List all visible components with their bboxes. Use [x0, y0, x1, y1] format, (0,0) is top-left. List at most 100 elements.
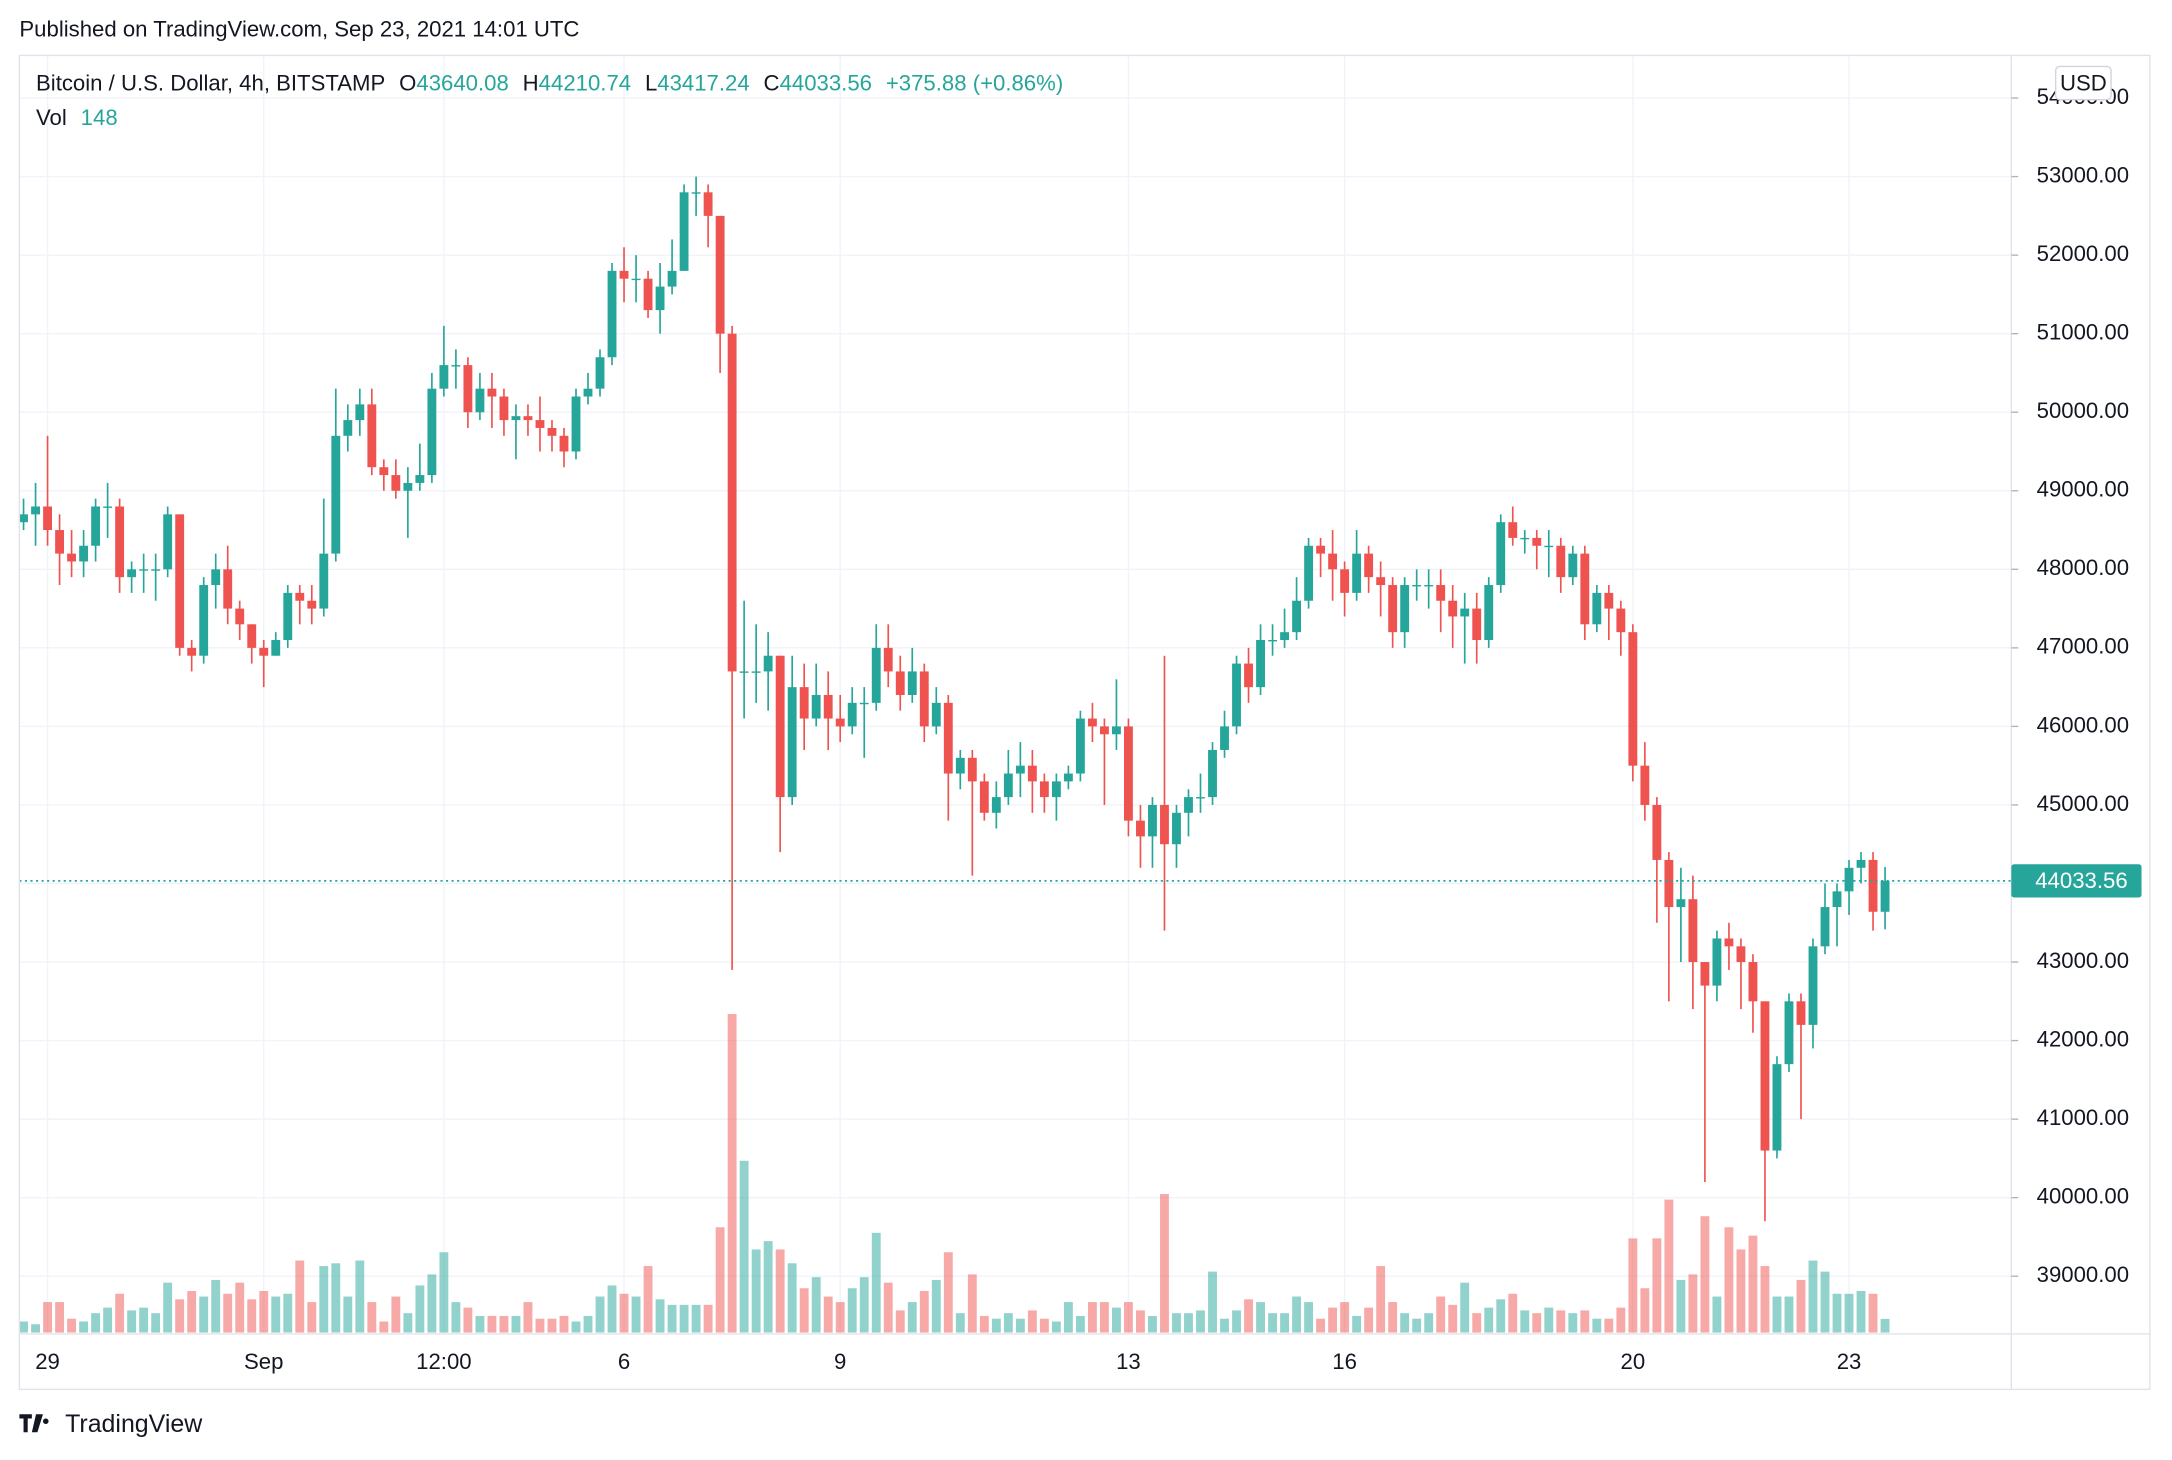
volume-bar: [703, 1304, 713, 1333]
volume-bar: [1712, 1296, 1722, 1333]
candle-body: [403, 482, 413, 491]
volume-bar: [547, 1318, 557, 1333]
candle-body: [235, 608, 245, 625]
x-tick-label: 16: [1332, 1349, 1357, 1374]
candle-body: [775, 655, 785, 798]
candle-body: [523, 416, 533, 421]
candle-body: [1604, 592, 1614, 609]
candle-body: [655, 286, 665, 311]
volume-bar: [115, 1293, 125, 1333]
volume-bar: [1628, 1238, 1638, 1333]
volume-bar: [1580, 1310, 1590, 1333]
candle-body: [91, 506, 101, 546]
x-tick-label: 20: [1621, 1349, 1646, 1374]
volume-bar: [667, 1304, 677, 1333]
candle-body: [907, 671, 917, 695]
volume-bar: [1700, 1216, 1710, 1333]
candle-body: [1352, 553, 1362, 593]
candle-body: [991, 797, 1001, 813]
volume-bar: [499, 1315, 509, 1333]
volume-bar: [907, 1302, 917, 1333]
volume-bar: [523, 1302, 533, 1333]
volume-bar: [1436, 1296, 1446, 1333]
volume-bar: [1304, 1302, 1314, 1333]
close-label: C: [764, 70, 780, 95]
volume-bar: [1412, 1318, 1422, 1333]
candle-body: [1772, 1064, 1782, 1151]
currency: USD: [2060, 70, 2107, 95]
candle-body: [1712, 938, 1722, 986]
candle-body: [1087, 718, 1097, 727]
candle-body: [1400, 585, 1410, 633]
volume-label: Vol: [36, 105, 67, 130]
volume-bar: [883, 1282, 893, 1333]
candle-body: [1328, 553, 1338, 570]
volume-bar: [751, 1249, 761, 1333]
candle-body: [487, 388, 497, 397]
volume-bar: [1664, 1199, 1674, 1333]
candle-body: [1051, 781, 1061, 798]
volume-bar: [1136, 1310, 1145, 1333]
volume-bar: [1772, 1296, 1782, 1333]
candle-body: [1292, 600, 1302, 633]
volume-bar: [79, 1321, 89, 1333]
candle-body: [1820, 907, 1830, 947]
volume-bar: [1015, 1318, 1025, 1333]
volume-bar: [247, 1299, 257, 1333]
volume-bar: [1796, 1279, 1806, 1333]
volume-bar: [643, 1266, 653, 1333]
candle-body: [1388, 585, 1398, 633]
candle-body: [931, 702, 941, 727]
volume-bar: [1268, 1313, 1277, 1333]
volume-bar: [1364, 1307, 1374, 1333]
candle-body: [175, 514, 185, 648]
volume-bar: [559, 1315, 569, 1333]
candle-body: [19, 514, 28, 523]
candle-body: [919, 671, 929, 727]
volume-bar: [619, 1293, 629, 1333]
volume-bar: [859, 1277, 869, 1333]
volume-bar: [1124, 1302, 1133, 1333]
volume-bar: [211, 1279, 221, 1333]
candle-body: [1484, 585, 1494, 641]
volume-bar: [259, 1291, 269, 1333]
candle-body: [1580, 553, 1590, 625]
candle-body: [1832, 891, 1842, 908]
volume-value: 148: [81, 105, 118, 130]
volume-bar: [1220, 1318, 1229, 1333]
volume-bar: [1112, 1307, 1121, 1333]
candle-body: [1244, 663, 1253, 688]
volume-bar: [1099, 1302, 1109, 1333]
candle-body: [427, 388, 437, 476]
candle-body: [271, 640, 281, 656]
volume-bar: [403, 1313, 413, 1333]
volume-bar: [475, 1315, 485, 1333]
candle-body: [967, 757, 977, 782]
volume-bar: [163, 1282, 173, 1333]
volume-bar: [199, 1296, 209, 1333]
candle-body: [1316, 545, 1326, 554]
volume-bar: [1820, 1271, 1830, 1333]
candle-body: [1472, 608, 1482, 641]
candle-body: [499, 396, 509, 421]
candle-body: [1099, 726, 1109, 735]
volume-bar: [463, 1307, 473, 1333]
candle-body: [763, 655, 773, 672]
candle-body: [1075, 718, 1085, 774]
candle-body: [55, 530, 65, 554]
candle-body: [667, 270, 677, 287]
volume-bar: [823, 1296, 833, 1333]
volume-bar: [571, 1321, 581, 1333]
volume-bar: [1736, 1249, 1746, 1333]
candle-body: [1340, 569, 1350, 593]
volume-bar: [487, 1315, 497, 1333]
volume-bar: [1472, 1313, 1482, 1333]
volume-bar: [319, 1266, 329, 1333]
currency-box[interactable]: [2054, 65, 2112, 101]
y-tick-label: 42000.00: [2037, 1026, 2129, 1051]
volume-bar: [355, 1260, 365, 1333]
candle-body: [1844, 867, 1854, 892]
volume-bar: [331, 1263, 341, 1333]
low-value: 43417.24: [657, 70, 749, 95]
